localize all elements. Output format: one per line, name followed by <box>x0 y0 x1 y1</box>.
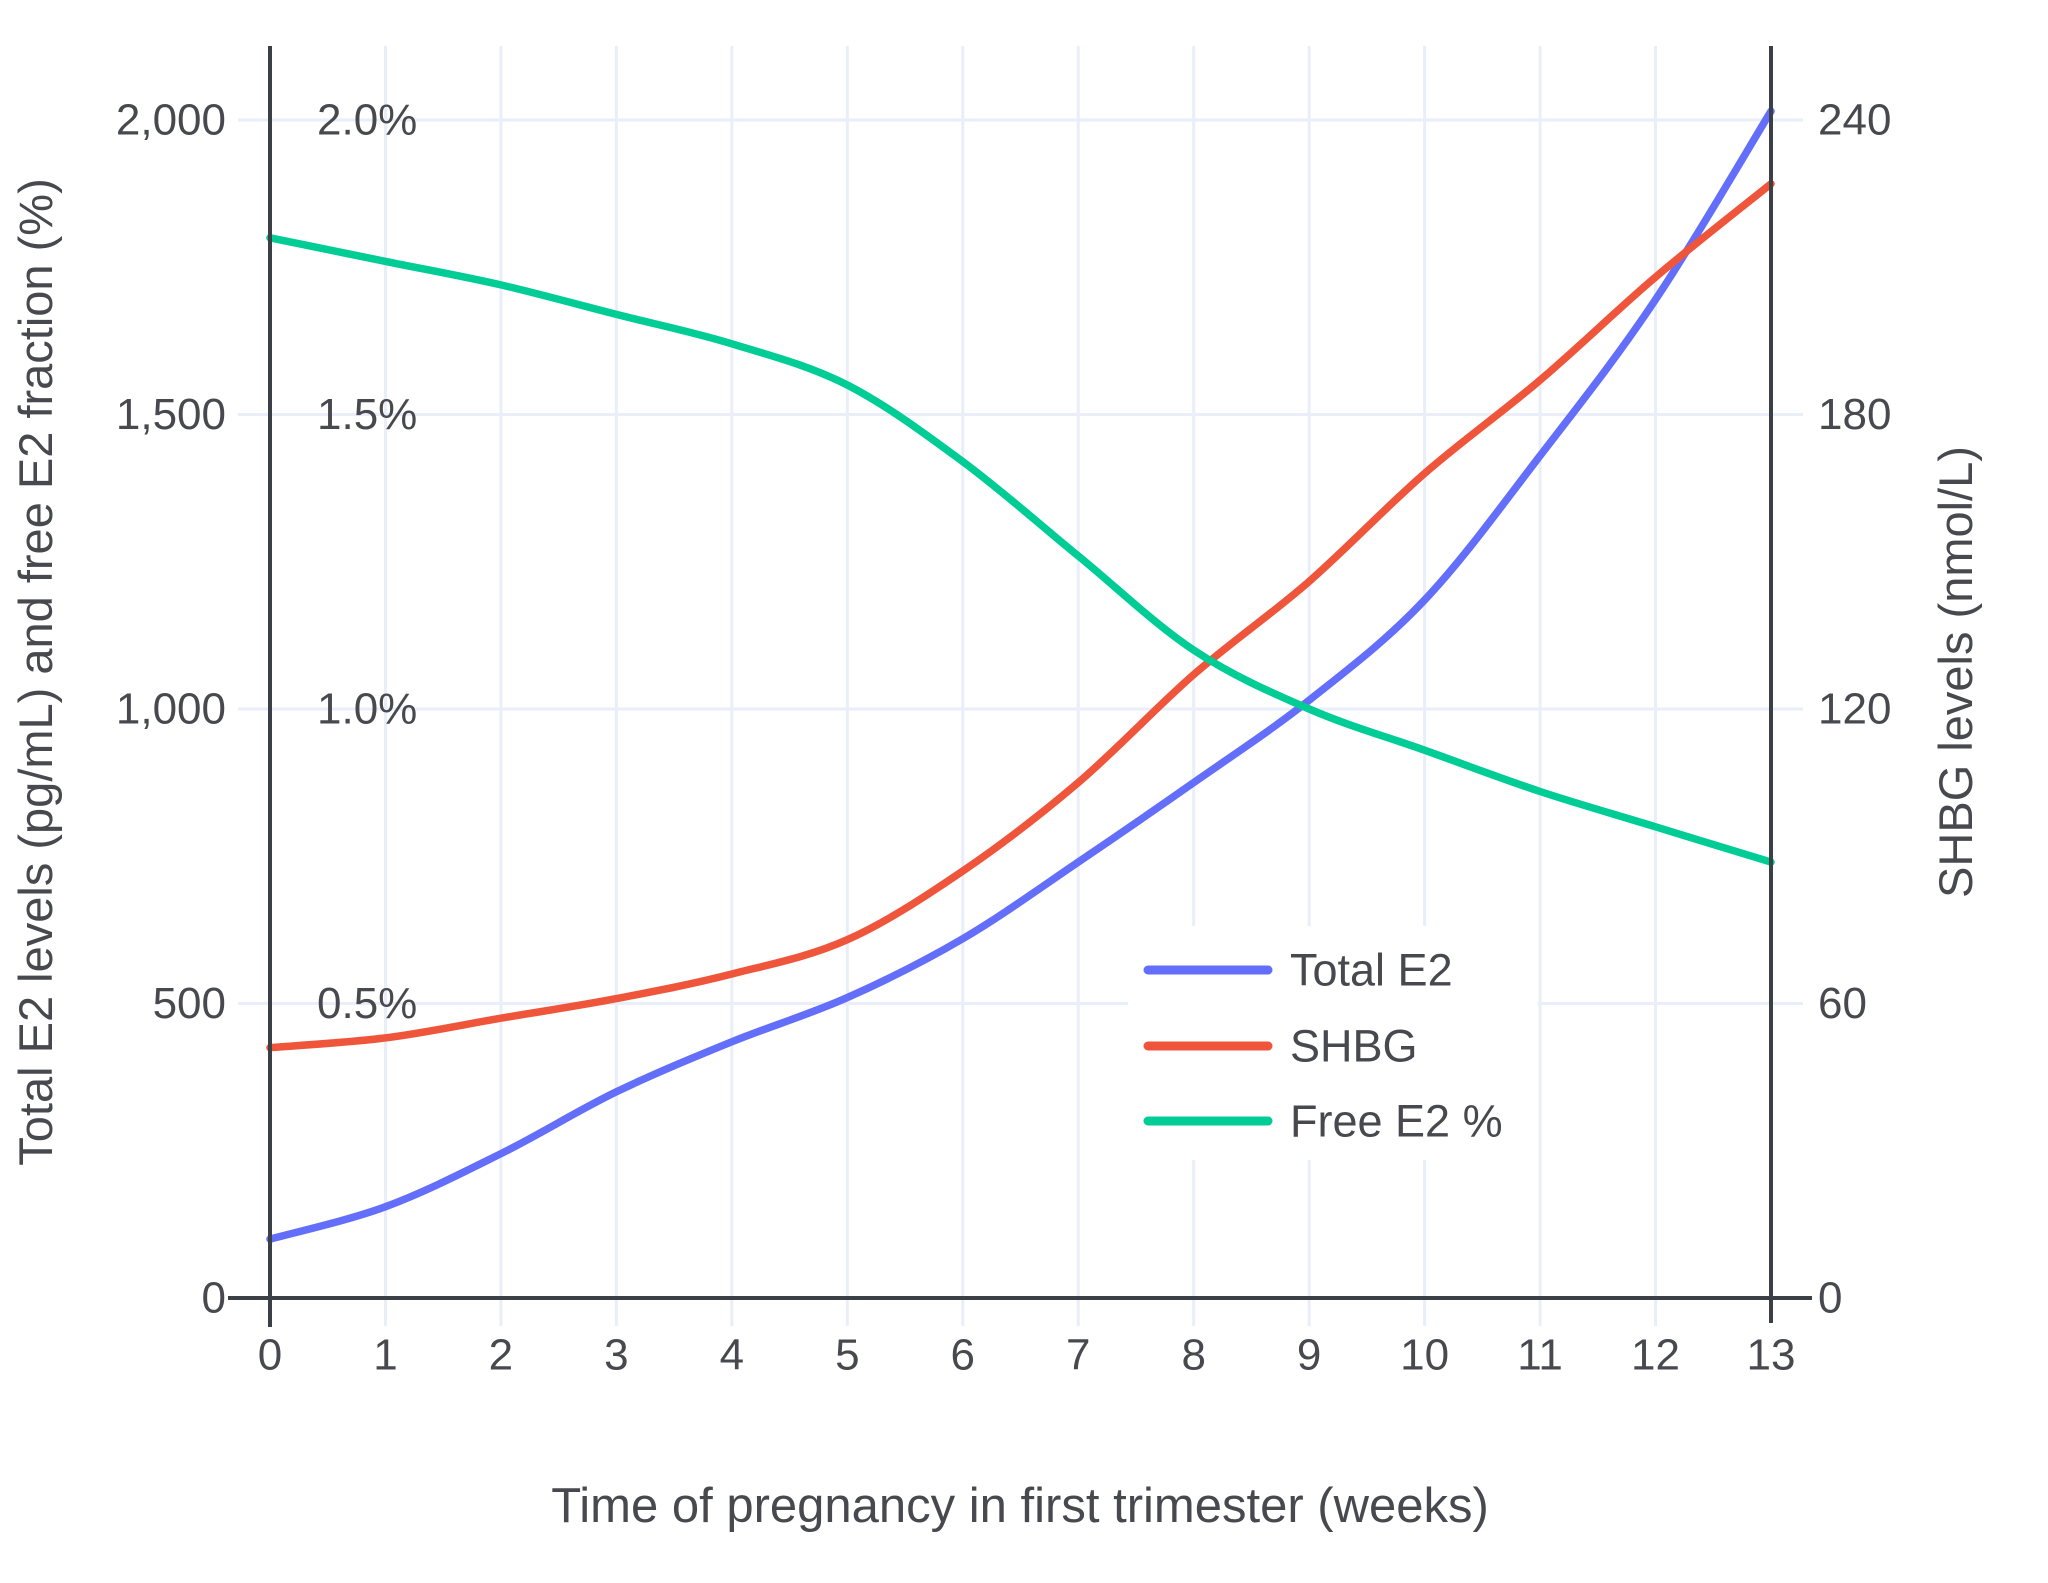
x-axis-tick-label: 13 <box>1747 1331 1796 1380</box>
legend-item-shbg[interactable]: SHBG <box>1143 1021 1418 1072</box>
free-e2-percent-tick-label: 1.5% <box>317 390 417 439</box>
x-axis-tick-label: 2 <box>489 1331 513 1380</box>
legend-label-free-e2-: Free E2 % <box>1290 1096 1503 1147</box>
y-axis-right-tick-label: 240 <box>1818 96 1891 145</box>
y-axis-right-tick-label: 0 <box>1818 1274 1842 1323</box>
x-axis-tick-label: 11 <box>1517 1331 1563 1380</box>
y-axis-left-tick-label: 1,500 <box>116 390 226 439</box>
legend-item-free-e2-[interactable]: Free E2 % <box>1143 1096 1503 1147</box>
series-line-total-e2 <box>266 107 1775 1243</box>
x-axis-tick-label: 3 <box>604 1331 628 1380</box>
x-axis-tick-label: 1 <box>373 1331 397 1380</box>
x-axis-tick-label: 5 <box>835 1331 859 1380</box>
y-axis-left-tick-label: 2,000 <box>116 96 226 145</box>
y-axis-left-title: Total E2 levels (pg/mL) and free E2 frac… <box>9 178 62 1165</box>
y-axis-right-tick-label: 60 <box>1818 979 1867 1028</box>
free-e2-percent-tick-label: 0.5% <box>317 979 417 1028</box>
y-axis-left-tick-label: 500 <box>153 979 226 1028</box>
series-layer <box>266 107 1775 1243</box>
legend: Total E2 SHBG Free E2 % <box>1143 945 1503 1147</box>
x-axis-title: Time of pregnancy in first trimester (we… <box>551 1479 1489 1533</box>
y-axis-left-tick-label: 0 <box>202 1274 226 1323</box>
y-axis-left-tick-label: 1,000 <box>116 685 226 734</box>
y-axis-right-tick-label: 180 <box>1818 390 1891 439</box>
grid-layer <box>238 46 1803 1326</box>
legend-label-total-e2: Total E2 <box>1290 945 1453 996</box>
x-axis-tick-label: 7 <box>1066 1331 1090 1380</box>
x-axis-tick-label: 0 <box>258 1331 282 1380</box>
x-axis-tick-label: 12 <box>1631 1331 1680 1380</box>
free-e2-percent-tick-label: 1.0% <box>317 685 417 734</box>
y-axis-right-tick-label: 120 <box>1818 685 1891 734</box>
x-axis-tick-label: 6 <box>951 1331 975 1380</box>
x-axis-tick-label: 9 <box>1297 1331 1321 1380</box>
x-axis-tick-label: 8 <box>1181 1331 1205 1380</box>
axis-layer <box>228 46 1812 1327</box>
y-axis-right-title: SHBG levels (nmol/L) <box>1929 446 1982 898</box>
legend-label-shbg: SHBG <box>1290 1021 1418 1072</box>
x-axis-tick-label: 10 <box>1400 1331 1449 1380</box>
x-axis-tick-label: 4 <box>720 1331 744 1380</box>
free-e2-percent-tick-label: 2.0% <box>317 96 417 145</box>
legend-item-total-e2[interactable]: Total E2 <box>1143 945 1453 996</box>
label-layer: 05001,0001,5002,0000601201802400.5%1.0%1… <box>116 96 1892 1380</box>
series-line-shbg <box>266 180 1775 1052</box>
series-line-free-e2- <box>266 234 1775 866</box>
